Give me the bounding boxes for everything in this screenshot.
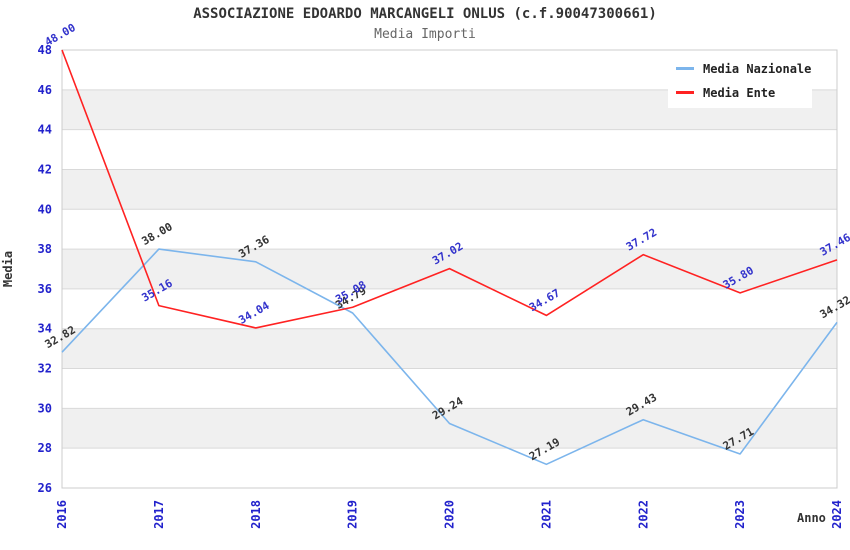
- x-tick-label: 2023: [733, 500, 747, 529]
- x-tick-label: 2021: [539, 500, 553, 529]
- legend-item-media-nazionale[interactable]: Media Nazionale: [676, 59, 811, 78]
- y-tick-label: 42: [38, 162, 52, 176]
- y-tick-label: 38: [38, 242, 52, 256]
- y-tick-label: 34: [38, 322, 52, 336]
- media-nazionale-line-swatch-icon: [676, 67, 694, 70]
- y-tick-label: 28: [38, 441, 52, 455]
- x-tick-label: 2017: [152, 500, 166, 529]
- grid-band: [62, 408, 837, 449]
- y-tick-label: 30: [38, 401, 52, 415]
- data-label: 34.67: [527, 286, 562, 314]
- data-label: 38.00: [140, 220, 175, 248]
- x-tick-label: 2019: [346, 500, 360, 529]
- series-line-media-nazionale: [61, 248, 838, 466]
- data-label: 34.32: [818, 293, 850, 321]
- x-tick-label: 2018: [249, 500, 263, 529]
- series-line-media-ente: [61, 49, 838, 329]
- grid-band: [62, 169, 837, 210]
- y-tick-label: 40: [38, 202, 52, 216]
- grid-band: [62, 328, 837, 369]
- y-tick-label: 26: [38, 481, 52, 495]
- chart-subtitle: Media Importi: [374, 27, 476, 42]
- x-tick-label: 2016: [55, 500, 69, 529]
- y-axis-title: Media: [1, 250, 15, 288]
- legend-label: Media Ente: [703, 85, 776, 100]
- x-tick-label: 2020: [443, 500, 457, 529]
- legend: Media Nazionale Media Ente: [668, 53, 812, 108]
- legend-item-media-ente[interactable]: Media Ente: [676, 83, 804, 102]
- y-tick-label: 36: [38, 282, 52, 296]
- x-tick-label: 2024: [830, 500, 844, 529]
- x-axis-title: Anno: [797, 511, 826, 525]
- y-tick-label: 48: [38, 43, 52, 57]
- y-tick-label: 32: [38, 362, 52, 376]
- chart-title: ASSOCIAZIONE EDOARDO MARCANGELI ONLUS (c…: [193, 6, 657, 22]
- y-tick-label: 46: [38, 83, 52, 97]
- media-ente-line-swatch-icon: [676, 91, 694, 94]
- x-tick-label: 2022: [636, 500, 650, 529]
- y-tick-label: 44: [38, 123, 52, 137]
- legend-label: Media Nazionale: [703, 61, 812, 76]
- plot-border: [61, 49, 838, 489]
- data-label: 34.04: [236, 299, 272, 327]
